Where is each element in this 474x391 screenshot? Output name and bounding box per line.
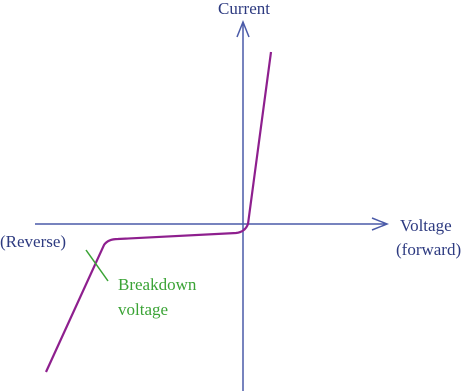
annotation-text: Breakdown (118, 275, 197, 294)
annotation-text: voltage (118, 300, 168, 319)
x-axis-arrow (371, 217, 390, 231)
y-axis-label: Current (218, 0, 270, 18)
annotation-line (85, 249, 109, 282)
iv-curve (44, 51, 273, 373)
x-axis-label: Voltage (400, 216, 452, 235)
y-axis-arrow (236, 19, 250, 38)
x-axis-sublabel: (forward) (396, 240, 461, 259)
reverse-label: (Reverse) (0, 232, 66, 251)
